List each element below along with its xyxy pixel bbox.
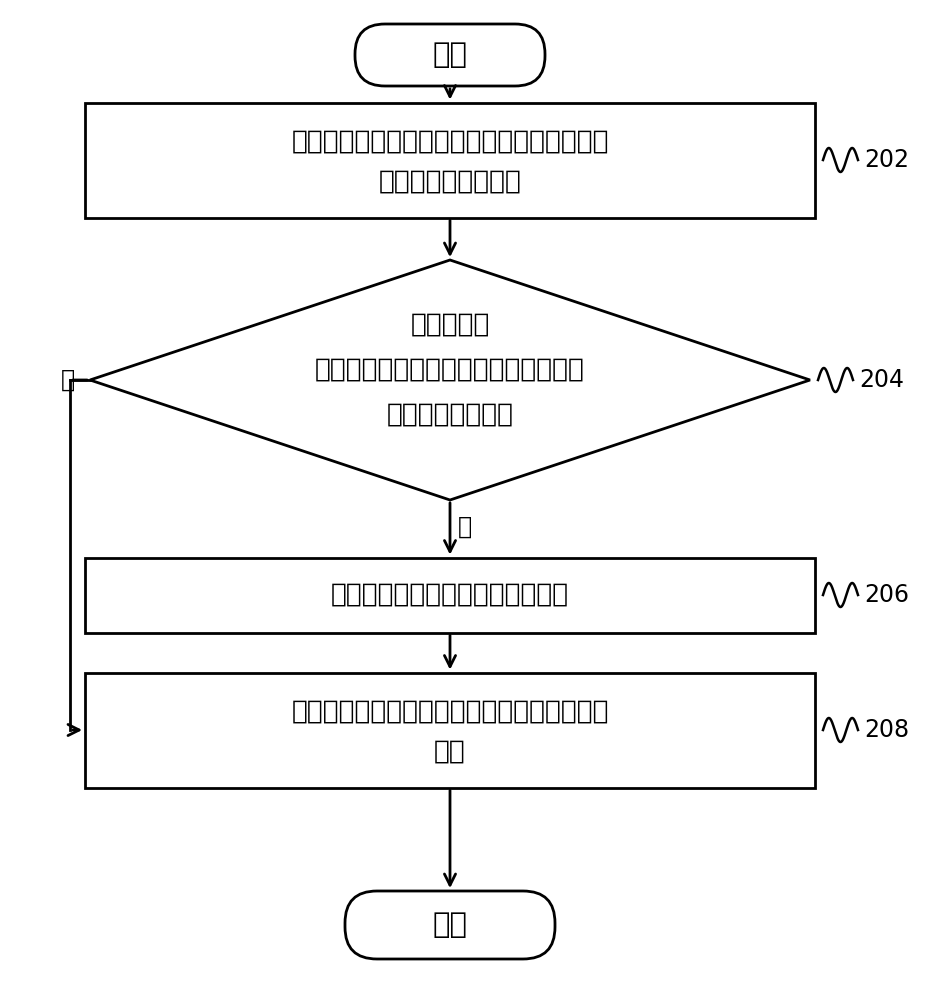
Text: 202: 202 (864, 148, 909, 172)
Text: 摄像头拍摄当前图像: 摄像头拍摄当前图像 (378, 169, 521, 195)
Text: 进行解锁，并进入到与目标图像对应的模式或: 进行解锁，并进入到与目标图像对应的模式或 (291, 699, 609, 725)
Text: 开始: 开始 (432, 41, 468, 69)
Text: 208: 208 (864, 718, 909, 742)
Text: 若在锁屏状态下检测到触发解锁按键，则启动: 若在锁屏状态下检测到触发解锁按键，则启动 (291, 129, 609, 155)
FancyBboxPatch shape (345, 891, 555, 959)
FancyBboxPatch shape (355, 24, 545, 86)
Text: 界面: 界面 (434, 739, 466, 765)
Text: 206: 206 (864, 583, 909, 607)
Text: 是: 是 (458, 515, 472, 539)
Text: 在拍摄当前: 在拍摄当前 (410, 312, 489, 338)
Text: 结束: 结束 (432, 911, 468, 939)
FancyBboxPatch shape (85, 103, 815, 218)
Polygon shape (90, 260, 810, 500)
Text: 否: 否 (61, 368, 75, 392)
Text: 确定与目标图像对应的模式或界面: 确定与目标图像对应的模式或界面 (331, 582, 569, 608)
Text: 像匹配的目标图像: 像匹配的目标图像 (387, 402, 514, 428)
FancyBboxPatch shape (85, 672, 815, 788)
FancyBboxPatch shape (85, 558, 815, 633)
Text: 图像的同时判断是否预存储有与当前图: 图像的同时判断是否预存储有与当前图 (315, 357, 585, 383)
Text: 204: 204 (859, 368, 904, 392)
